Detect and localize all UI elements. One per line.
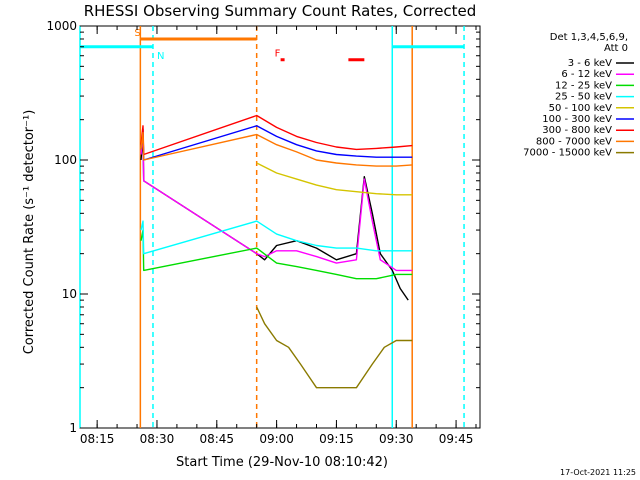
x-tick-label-4: 09:15 <box>319 432 354 446</box>
series-lines <box>140 114 413 389</box>
x-tick-label-2: 08:45 <box>199 432 234 446</box>
series-line-7 <box>140 131 413 167</box>
x-tick-label-3: 09:00 <box>259 432 294 446</box>
vertical-lines <box>79 26 465 428</box>
series-line-3 <box>140 220 413 255</box>
series-line-5 <box>140 125 413 161</box>
flag-label-3: F <box>275 49 281 60</box>
legend-label-7: 800 - 7000 keV <box>536 136 612 147</box>
legend-label-3: 25 - 50 keV <box>555 92 612 103</box>
flag-label-0: N <box>157 51 164 62</box>
flag-bars: N S F <box>80 28 465 62</box>
series-line-1 <box>140 131 413 272</box>
x-tick-label-6: 09:45 <box>439 432 474 446</box>
y-axis: 1 10 100 1000 <box>46 19 480 435</box>
series-line-0 <box>140 135 409 301</box>
legend-label-6: 300 - 800 keV <box>542 125 612 136</box>
legend-label-8: 7000 - 15000 keV <box>523 148 612 159</box>
x-axis-label: Start Time (29-Nov-10 08:10:42) <box>176 455 388 470</box>
x-axis: 08:15 08:30 08:45 09:00 09:15 09:30 09:45 <box>80 26 477 446</box>
x-tick-label-5: 09:30 <box>379 432 414 446</box>
chart-title: RHESSI Observing Summary Count Rates, Co… <box>84 2 477 20</box>
y-tick-label-1: 10 <box>62 287 77 301</box>
legend-header-0: Det 1,3,4,5,6,9, <box>550 32 628 43</box>
legend-header-1: Att 0 <box>604 43 628 54</box>
series-line-2 <box>140 229 413 280</box>
x-tick-label-0: 08:15 <box>80 432 115 446</box>
timestamp: 17-Oct-2021 11:25 <box>560 468 636 477</box>
x-tick-label-1: 08:30 <box>140 432 175 446</box>
legend-label-5: 100 - 300 keV <box>542 114 612 125</box>
y-tick-label-2: 100 <box>54 153 77 167</box>
y-tick-label-3: 1000 <box>46 19 77 33</box>
legend-label-1: 6 - 12 keV <box>561 69 612 80</box>
legend-label-0: 3 - 6 keV <box>568 58 612 69</box>
flag-label-2: S <box>134 28 140 39</box>
series-line-4 <box>256 162 413 196</box>
y-axis-label: Corrected Count Rate (s⁻¹ detector⁻¹) <box>22 110 37 355</box>
legend-label-2: 12 - 25 keV <box>555 80 612 91</box>
y-tick-label-0: 1 <box>69 421 77 435</box>
legend-label-4: 50 - 100 keV <box>549 103 613 114</box>
series-line-8 <box>256 306 413 389</box>
